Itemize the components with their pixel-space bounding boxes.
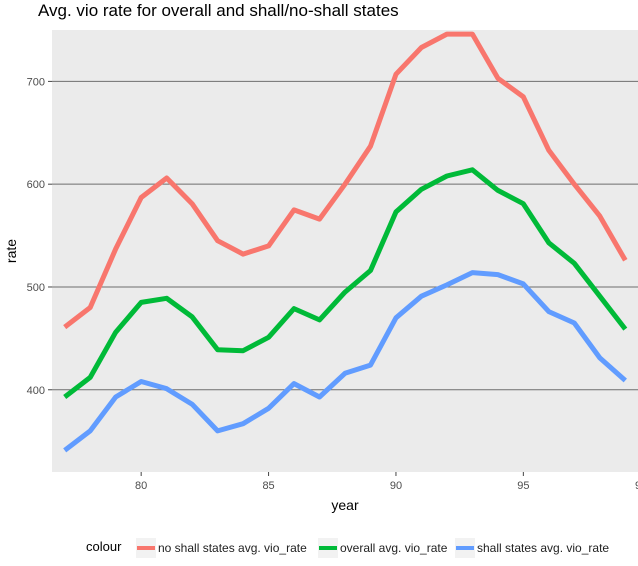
y-tick-label-500: 500 — [27, 282, 45, 294]
x-axis-label: year — [331, 497, 359, 513]
series-line-1 — [63, 167, 628, 399]
legend-label-no-shall: no shall states avg. vio_rate — [158, 541, 307, 555]
y-tick-label-400: 400 — [27, 385, 45, 397]
chart-title: Avg. vio rate for overall and shall/no-s… — [38, 1, 399, 20]
plot-panel — [52, 30, 638, 472]
series-line-0 — [63, 31, 628, 330]
series-line-2 — [63, 270, 627, 453]
axes: 400 500 600 700 80 85 90 95 9 — [27, 76, 638, 492]
x-tick-label-90: 90 — [390, 480, 402, 492]
legend: colour no shall states avg. vio_rate ove… — [0, 538, 638, 560]
x-tick-label-85: 85 — [262, 480, 274, 492]
y-tick-label-700: 700 — [27, 76, 45, 88]
legend-key-shall — [455, 538, 475, 558]
legend-key-overall — [318, 538, 338, 558]
x-tick-label-80: 80 — [135, 480, 147, 492]
x-tick-label-partial: 9 — [635, 480, 638, 492]
series-lines — [63, 31, 628, 453]
y-axis-label: rate — [3, 239, 19, 263]
legend-label-overall: overall avg. vio_rate — [340, 541, 448, 555]
y-tick-label-600: 600 — [27, 179, 45, 191]
x-tick-label-95: 95 — [517, 480, 529, 492]
legend-key-no-shall — [136, 538, 156, 558]
legend-title: colour — [86, 539, 122, 554]
legend-label-shall: shall states avg. vio_rate — [477, 541, 610, 555]
line-chart: 400 500 600 700 80 85 90 95 9 year rate — [3, 30, 638, 513]
